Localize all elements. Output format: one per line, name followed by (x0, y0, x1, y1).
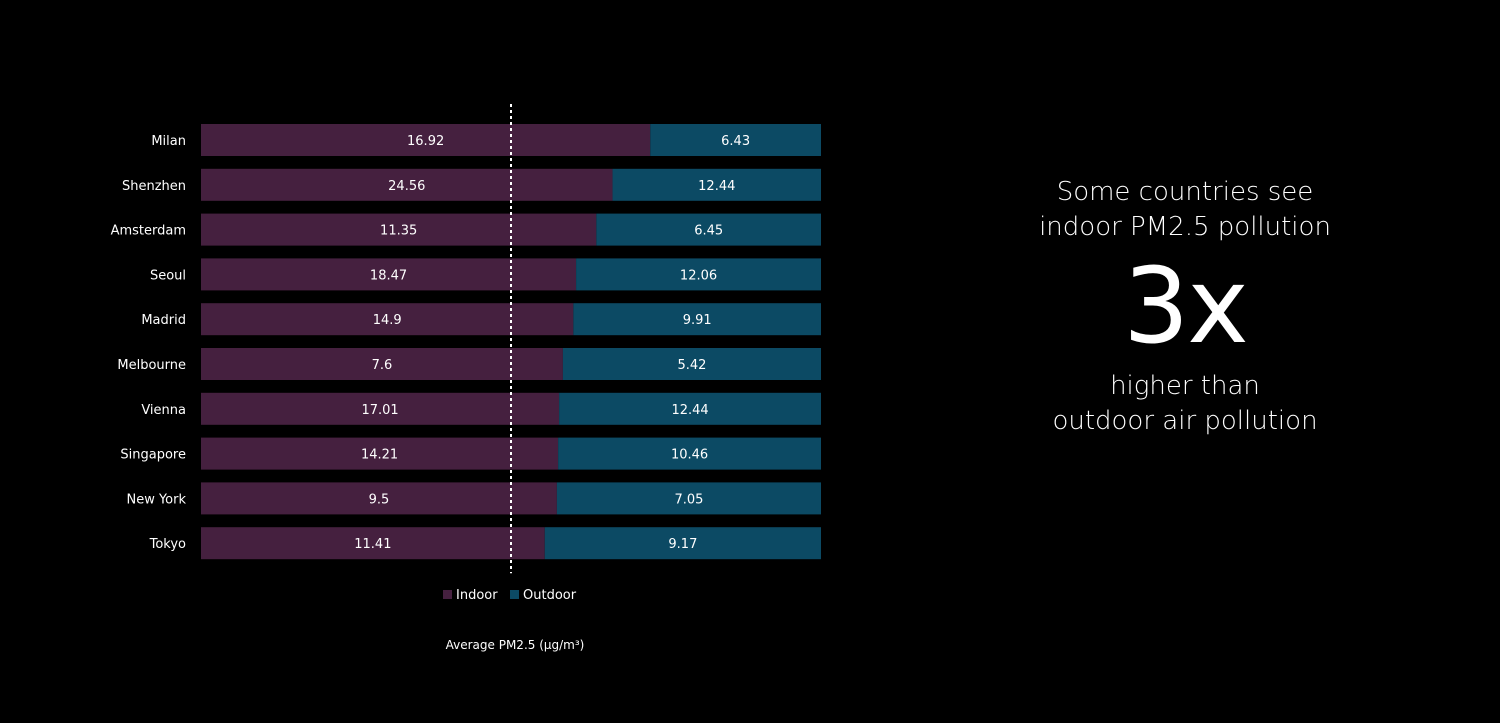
value-label-outdoor: 7.05 (674, 492, 703, 507)
callout: Some countries see indoor PM2.5 pollutio… (985, 175, 1385, 439)
bar-outdoor (576, 258, 821, 291)
category-label: Milan (151, 134, 186, 149)
stacked-bar-chart: Milan 16.92 6.43 Shenzhen 24.56 12.44 Amsterda… (111, 104, 821, 652)
value-label-indoor: 14.21 (361, 448, 398, 463)
category-label: Tokyo (149, 537, 186, 552)
value-label-indoor: 18.47 (370, 268, 407, 283)
category-label: Amsterdam (111, 224, 186, 239)
bars-layer: Milan 16.92 6.43 Shenzhen 24.56 12.44 Amsterda… (111, 124, 821, 560)
bar-indoor (201, 124, 651, 156)
bar-indoor (201, 392, 560, 425)
bar-outdoor (573, 303, 821, 336)
bar-indoor (201, 527, 545, 560)
category-label: Melbourne (117, 358, 186, 373)
bar-indoor (201, 258, 577, 291)
value-label-indoor: 9.5 (369, 492, 390, 507)
bar-indoor (201, 348, 563, 380)
category-label: Shenzhen (122, 179, 186, 194)
bar-outdoor (556, 482, 821, 515)
value-label-indoor: 24.56 (388, 179, 425, 194)
category-label: New York (126, 492, 186, 507)
legend: Indoor Outdoor (443, 588, 577, 603)
value-label-outdoor: 10.46 (671, 448, 708, 463)
value-label-outdoor: 12.44 (698, 179, 735, 194)
value-label-outdoor: 9.17 (668, 537, 697, 552)
bar-outdoor (559, 392, 821, 425)
value-label-indoor: 14.9 (373, 313, 402, 328)
value-label-outdoor: 12.06 (680, 268, 717, 283)
value-label-indoor: 11.35 (380, 224, 417, 239)
value-label-outdoor: 9.91 (683, 313, 712, 328)
category-label: Seoul (150, 268, 186, 283)
value-label-outdoor: 12.44 (671, 403, 708, 418)
callout-line-3: higher than (1110, 371, 1260, 401)
bar-outdoor (558, 437, 821, 470)
callout-line-2: indoor PM2.5 pollution (1039, 212, 1331, 242)
legend-label-outdoor: Outdoor (523, 588, 577, 603)
category-label: Singapore (120, 448, 186, 463)
legend-label-indoor: Indoor (456, 588, 498, 603)
category-label: Madrid (141, 313, 186, 328)
bar-indoor (201, 437, 559, 470)
callout-line-1: Some countries see (1056, 177, 1314, 207)
bar-outdoor (650, 124, 821, 156)
bar-outdoor (612, 168, 821, 201)
callout-line-4: outdoor air pollution (1052, 406, 1318, 436)
category-label: Vienna (141, 403, 186, 418)
value-label-indoor: 7.6 (372, 358, 393, 373)
bar-outdoor (596, 213, 821, 246)
bar-indoor (201, 213, 597, 246)
callout-multiplier: 3x (1123, 245, 1249, 367)
value-label-indoor: 11.41 (354, 537, 391, 552)
value-label-outdoor: 5.42 (677, 358, 706, 373)
bar-outdoor (544, 527, 821, 560)
value-label-outdoor: 6.43 (721, 134, 750, 149)
bar-indoor (201, 168, 613, 201)
x-axis-title: Average PM2.5 (μg/m³) (446, 638, 585, 652)
value-label-outdoor: 6.45 (694, 224, 723, 239)
legend-swatch-outdoor (510, 590, 519, 599)
bar-outdoor (562, 348, 821, 380)
value-label-indoor: 16.92 (407, 134, 444, 149)
value-label-indoor: 17.01 (361, 403, 398, 418)
legend-swatch-indoor (443, 590, 452, 599)
bar-indoor (201, 482, 557, 515)
